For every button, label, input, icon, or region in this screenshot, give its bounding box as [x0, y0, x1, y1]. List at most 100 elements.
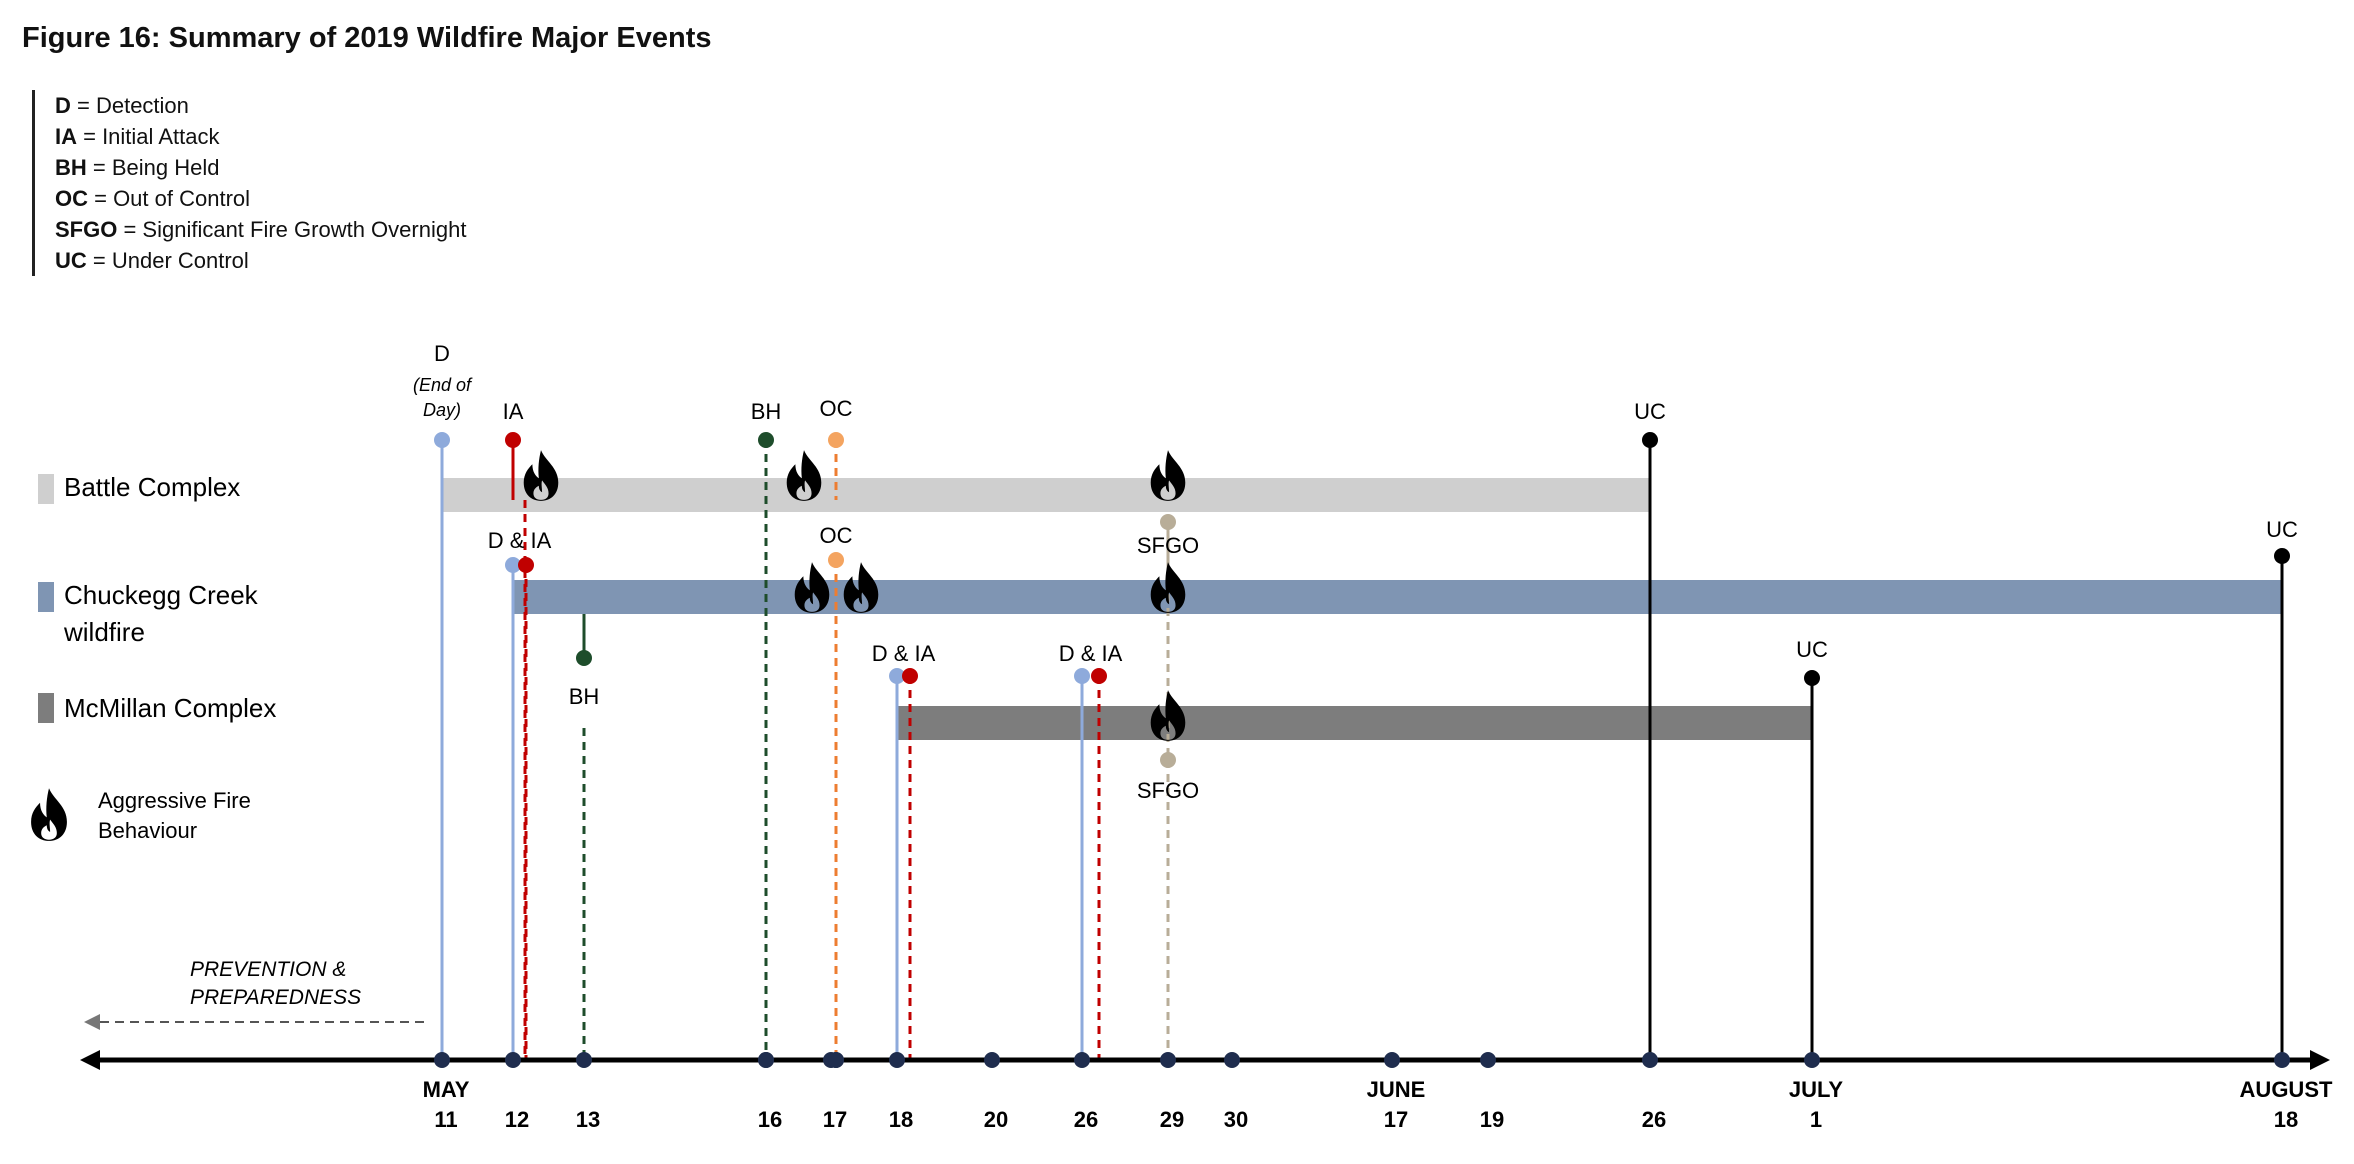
- axis-arrow-left: [80, 1050, 100, 1070]
- event-lines: [440, 440, 2284, 1060]
- axis-month-label-13: JULY: [1789, 1077, 1844, 1102]
- axis-month-label-0: MAY: [423, 1077, 470, 1102]
- axis-tick-1: [505, 1052, 521, 1068]
- prevention-arrowhead: [84, 1014, 100, 1030]
- event-axis-marker-7: [828, 1052, 844, 1068]
- axis-day-label-12: 26: [1642, 1107, 1666, 1132]
- event-pair-marker-9: [902, 668, 918, 684]
- abbreviation-legend: D = Detection IA = Initial Attack BH = B…: [32, 90, 466, 276]
- event-marker-9: [889, 668, 905, 684]
- axis-day-label-1: 12: [505, 1107, 529, 1132]
- event-label-10: D & IA: [1059, 641, 1123, 666]
- event-marker-1: [505, 432, 521, 448]
- event-label-3: OC: [820, 396, 853, 421]
- event-marker-3: [828, 432, 844, 448]
- event-marker-5: [505, 557, 521, 573]
- axis-tick-0: [434, 1052, 450, 1068]
- flame-icon: [31, 788, 67, 841]
- axis-tick-12: [1642, 1052, 1658, 1068]
- axis-day-label-14: 18: [2274, 1107, 2298, 1132]
- event-marker-8: [2274, 548, 2290, 564]
- event-label-2: BH: [751, 399, 782, 424]
- event-pair-marker-10: [1091, 668, 1107, 684]
- event-label-9: D & IA: [872, 641, 936, 666]
- axis-tick-11: [1480, 1052, 1496, 1068]
- axis-tick-14: [2274, 1052, 2290, 1068]
- legend-item-initial-attack: IA = Initial Attack: [55, 124, 220, 149]
- axis-month-label-10: JUNE: [1367, 1077, 1426, 1102]
- event-label-11: UC: [1796, 637, 1828, 662]
- event-label-13: SFGO: [1137, 778, 1199, 803]
- axis-day-label-13: 1: [1810, 1107, 1822, 1132]
- event-label-8: UC: [2266, 517, 2298, 542]
- event-marker-6: [576, 650, 592, 666]
- event-marker-0: [434, 432, 450, 448]
- axis-tick-9: [1224, 1052, 1240, 1068]
- axis-day-label-8: 29: [1160, 1107, 1184, 1132]
- legend-item-sfgo: SFGO = Significant Fire Growth Overnight: [55, 217, 467, 242]
- fire-bar-1: [513, 580, 2282, 614]
- axis-day-label-10: 17: [1384, 1107, 1408, 1132]
- time-axis: MAY 11 12 13 16 17 18 20 26 29 30 JUNE 17 19 26 JULY 1 AU…: [80, 1050, 2333, 1132]
- axis-tick-10: [1384, 1052, 1400, 1068]
- axis-day-label-9: 30: [1224, 1107, 1248, 1132]
- event-marker-10: [1074, 668, 1090, 684]
- mcmillan-complex-label: McMillan Complex: [64, 693, 276, 723]
- axis-tick-2: [576, 1052, 592, 1068]
- fire-bar-2: [897, 706, 1812, 740]
- event-marker-12: [1160, 514, 1176, 530]
- event-label-4: UC: [1634, 399, 1666, 424]
- event-sublabel-0-1: Day): [423, 400, 461, 420]
- axis-day-label-6: 20: [984, 1107, 1008, 1132]
- event-label-5: D & IA: [488, 528, 552, 553]
- axis-day-label-7: 26: [1074, 1107, 1098, 1132]
- axis-arrow-right: [2310, 1050, 2330, 1070]
- aggressive-legend-line1: Aggressive Fire: [98, 788, 251, 813]
- chuckegg-creek-label-line1: Chuckegg Creek: [64, 580, 259, 610]
- fire-duration-bars: [442, 478, 2282, 740]
- event-marker-13: [1160, 752, 1176, 768]
- axis-tick-13: [1804, 1052, 1820, 1068]
- axis-day-label-11: 19: [1480, 1107, 1504, 1132]
- prevention-label-line2: PREPAREDNESS: [190, 986, 361, 1009]
- battle-complex-swatch: [38, 474, 54, 504]
- event-pair-marker-5: [518, 557, 534, 573]
- axis-day-label-3: 16: [758, 1107, 782, 1132]
- axis-tick-6: [984, 1052, 1000, 1068]
- event-markers: [434, 432, 2290, 1068]
- axis-day-label-5: 18: [889, 1107, 913, 1132]
- axis-day-label-2: 13: [576, 1107, 600, 1132]
- axis-month-label-14: AUGUST: [2240, 1077, 2333, 1102]
- event-axis-marker-2: [758, 1052, 774, 1068]
- event-labels: D (End of Day) IA BH OC UC D & IA BH OC UC D & IA D …: [413, 341, 2298, 803]
- figure-title: Figure 16: Summary of 2019 Wildfire Majo…: [22, 22, 712, 54]
- legend-item-under-control: UC = Under Control: [55, 248, 249, 273]
- axis-day-label-4: 17: [823, 1107, 847, 1132]
- event-label-7: OC: [820, 523, 853, 548]
- axis-tick-8: [1160, 1052, 1176, 1068]
- axis-tick-7: [1074, 1052, 1090, 1068]
- event-marker-4: [1642, 432, 1658, 448]
- event-label-1: IA: [503, 399, 524, 424]
- aggressive-legend-line2: Behaviour: [98, 818, 197, 843]
- prevention-label-line1: PREVENTION &: [190, 958, 346, 981]
- battle-complex-label: Battle Complex: [64, 472, 240, 502]
- event-label-6: BH: [569, 684, 600, 709]
- mcmillan-complex-swatch: [38, 693, 54, 723]
- legend-item-being-held: BH = Being Held: [55, 155, 220, 180]
- legend-item-out-of-control: OC = Out of Control: [55, 186, 251, 211]
- event-marker-2: [758, 432, 774, 448]
- event-label-12: SFGO: [1137, 533, 1199, 558]
- axis-day-label-0: 11: [434, 1107, 457, 1132]
- legend-item-detection: D = Detection: [55, 93, 189, 118]
- event-marker-11: [1804, 670, 1820, 686]
- chuckegg-creek-swatch: [38, 582, 54, 612]
- fire-bar-0: [442, 478, 1650, 512]
- axis-tick-5: [889, 1052, 905, 1068]
- event-marker-7: [828, 552, 844, 568]
- chuckegg-creek-label-line2: wildfire: [63, 617, 145, 647]
- event-label-0: D: [434, 341, 450, 366]
- event-sublabel-0-0: (End of: [413, 375, 473, 395]
